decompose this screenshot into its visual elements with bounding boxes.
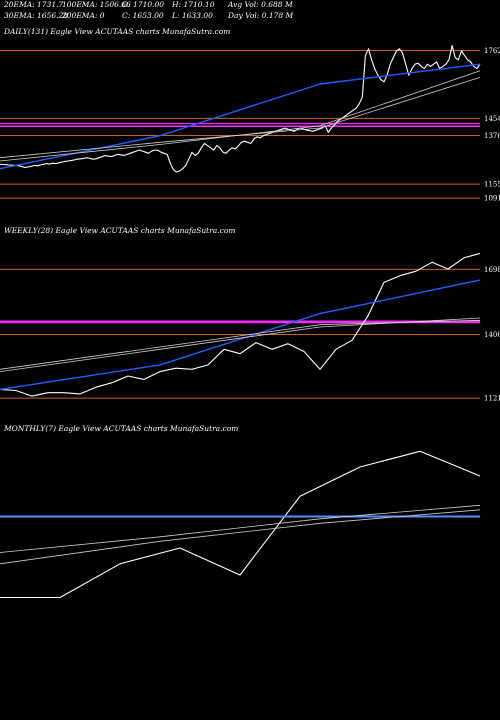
daily-panel-title: DAILY(131) Eagle View ACUTAAS charts Mun…: [3, 27, 230, 36]
monthly-panel: [0, 450, 481, 599]
daily-y-tick-label: 1762: [484, 47, 500, 55]
weekly-y-tick-label: 1121: [484, 395, 500, 403]
header-ema20: 20EMA: 1731.7: [3, 0, 63, 9]
indicator-header: 20EMA: 1731.7 100EMA: 1506.66 O: 1710.00…: [3, 0, 294, 20]
header-day-volume: Day Vol: 0.178 M: [227, 11, 294, 20]
daily-panel: 1762 1454 1376 1155 1091: [0, 44, 500, 203]
header-avg-volume: Avg Vol: 0.688 M: [227, 0, 293, 9]
weekly-ema-fast-line: [0, 279, 481, 391]
header-ema30: 30EMA: 1656.28: [4, 11, 68, 20]
header-ema200: 200EMA: 0: [61, 11, 105, 20]
daily-ema-slow2-line: [0, 77, 481, 159]
monthly-ema-slow2-line: [0, 509, 481, 565]
header-ema100: 100EMA: 1506.66: [62, 0, 131, 9]
weekly-ema-slow2-line: [0, 319, 481, 370]
monthly-ema-slow-line: [0, 504, 481, 553]
weekly-y-tick-label: 1698: [484, 266, 500, 274]
daily-y-tick-label: 1155: [484, 181, 500, 189]
header-high: H: 1710.10: [171, 0, 215, 9]
daily-y-tick-label: 1454: [484, 115, 500, 123]
daily-y-tick-label: 1376: [484, 132, 500, 140]
daily-y-tick-label: 1091: [484, 195, 500, 203]
weekly-y-tick-label: 1406: [484, 331, 500, 339]
daily-ema-fast-line: [0, 63, 481, 170]
header-open: O: 1710.00: [122, 0, 164, 9]
monthly-panel-title: MONTHLY(7) Eagle View ACUTAAS charts Mun…: [3, 424, 238, 433]
weekly-panel: 1698 1406 1121: [0, 252, 500, 403]
daily-price-line: [0, 44, 481, 173]
monthly-price-line: [0, 450, 481, 599]
weekly-price-line: [0, 252, 481, 397]
header-low: L: 1633.00: [171, 11, 213, 20]
weekly-panel-title: WEEKLY(28) Eagle View ACUTAAS charts Mun…: [4, 226, 235, 235]
header-close: C: 1653.00: [122, 11, 164, 20]
